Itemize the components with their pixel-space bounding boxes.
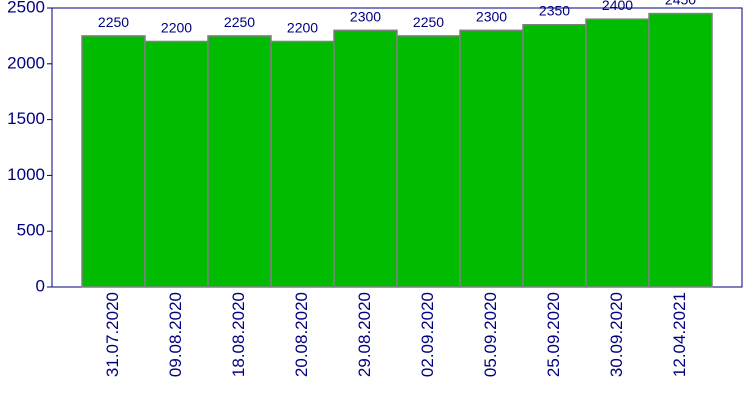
value-label: 2250 <box>413 14 444 30</box>
value-label: 2350 <box>539 3 570 19</box>
value-label: 2400 <box>602 0 633 13</box>
bar <box>144 40 209 288</box>
x-tick-label: 30.09.2020 <box>607 292 626 377</box>
y-tick-label: 2500 <box>7 0 45 16</box>
x-tick-label: 12.04.2021 <box>670 292 689 377</box>
y-tick-label: 1000 <box>7 165 45 184</box>
bar <box>207 35 272 288</box>
bar <box>333 29 398 288</box>
y-tick-label: 2000 <box>7 53 45 72</box>
y-tick-label: 1500 <box>7 109 45 128</box>
bar <box>522 23 587 288</box>
value-label: 2250 <box>224 14 255 30</box>
x-tick-label: 31.07.2020 <box>103 292 122 377</box>
bar <box>396 35 461 288</box>
x-tick-label: 09.08.2020 <box>166 292 185 377</box>
y-tick-label: 500 <box>17 221 45 240</box>
bar <box>585 18 650 288</box>
x-tick-label: 29.08.2020 <box>355 292 374 377</box>
value-label: 2200 <box>161 19 192 35</box>
value-label: 2300 <box>350 8 381 24</box>
value-label: 2300 <box>476 8 507 24</box>
bar <box>459 29 524 288</box>
value-label: 2450 <box>665 0 696 8</box>
x-tick-label: 05.09.2020 <box>481 292 500 377</box>
x-tick-label: 02.09.2020 <box>418 292 437 377</box>
x-tick-label: 25.09.2020 <box>544 292 563 377</box>
x-tick-label: 18.08.2020 <box>229 292 248 377</box>
bar <box>648 12 713 288</box>
bar <box>81 35 146 288</box>
value-label: 2200 <box>287 19 318 35</box>
y-tick-label: 0 <box>36 276 45 295</box>
x-tick-label: 20.08.2020 <box>292 292 311 377</box>
bar <box>270 40 335 288</box>
value-label: 2250 <box>98 14 129 30</box>
